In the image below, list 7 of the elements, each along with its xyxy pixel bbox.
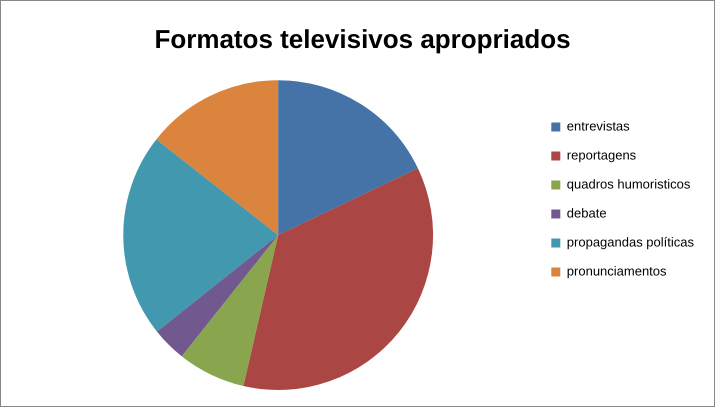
legend-label: reportagens: [566, 148, 637, 163]
legend-label: debate: [566, 206, 607, 221]
legend-label: entrevistas: [566, 118, 630, 134]
legend-label: propagandas políticas: [566, 234, 694, 250]
legend-label: pronunciamentos: [566, 264, 668, 279]
chart-title: Formatos televisivos apropriados: [154, 24, 571, 54]
legend-label: quadros humoristicos: [566, 176, 691, 192]
